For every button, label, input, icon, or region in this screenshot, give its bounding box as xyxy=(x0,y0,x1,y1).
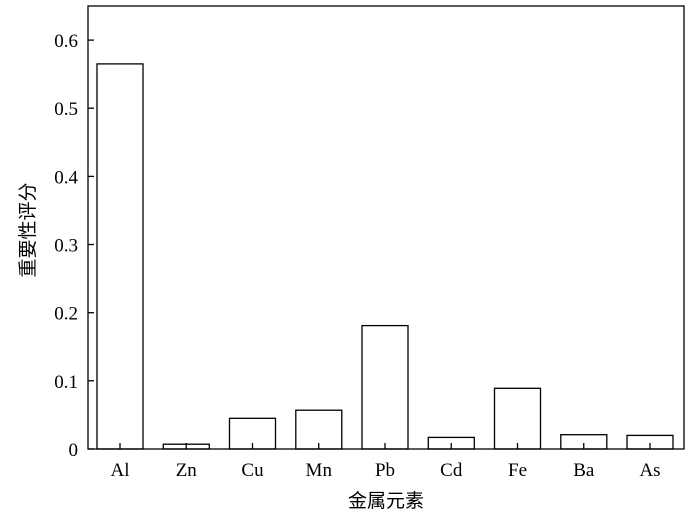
y-tick-label: 0 xyxy=(69,440,79,461)
bar-cu xyxy=(228,417,277,450)
x-axis-ticks: Al Zn Cu Mn Pb Cd Fe Ba As xyxy=(111,443,661,481)
y-axis-title: 重要性评分 xyxy=(17,182,39,277)
y-tick-label: 0.6 xyxy=(54,31,78,52)
y-tick-label: 0.4 xyxy=(54,167,78,188)
bar-pb xyxy=(361,324,409,450)
x-axis-title: 金属元素 xyxy=(348,490,424,512)
y-tick-label: 0.3 xyxy=(54,236,78,257)
y-tick-label: 0.1 xyxy=(54,372,78,393)
y-tick-label: 0.2 xyxy=(54,304,78,325)
x-tick-label-cd: Cd xyxy=(440,460,463,481)
bar-fe xyxy=(493,387,542,450)
bar-al xyxy=(96,63,144,450)
bars-group xyxy=(96,63,674,450)
x-tick-label-mn: Mn xyxy=(306,460,333,481)
x-tick-label-al: Al xyxy=(111,460,130,481)
x-tick-label-cu: Cu xyxy=(241,460,264,481)
y-axis-ticks: 0 0.1 0.2 0.3 0.4 0.5 0.6 xyxy=(54,31,94,461)
x-tick-label-fe: Fe xyxy=(508,460,527,481)
plot-frame xyxy=(87,5,685,450)
y-tick-label: 0.5 xyxy=(54,99,78,120)
x-tick-label-zn: Zn xyxy=(176,460,198,481)
x-tick-label-as: As xyxy=(639,460,660,481)
x-tick-label-ba: Ba xyxy=(573,460,595,481)
x-tick-label-pb: Pb xyxy=(375,460,395,481)
